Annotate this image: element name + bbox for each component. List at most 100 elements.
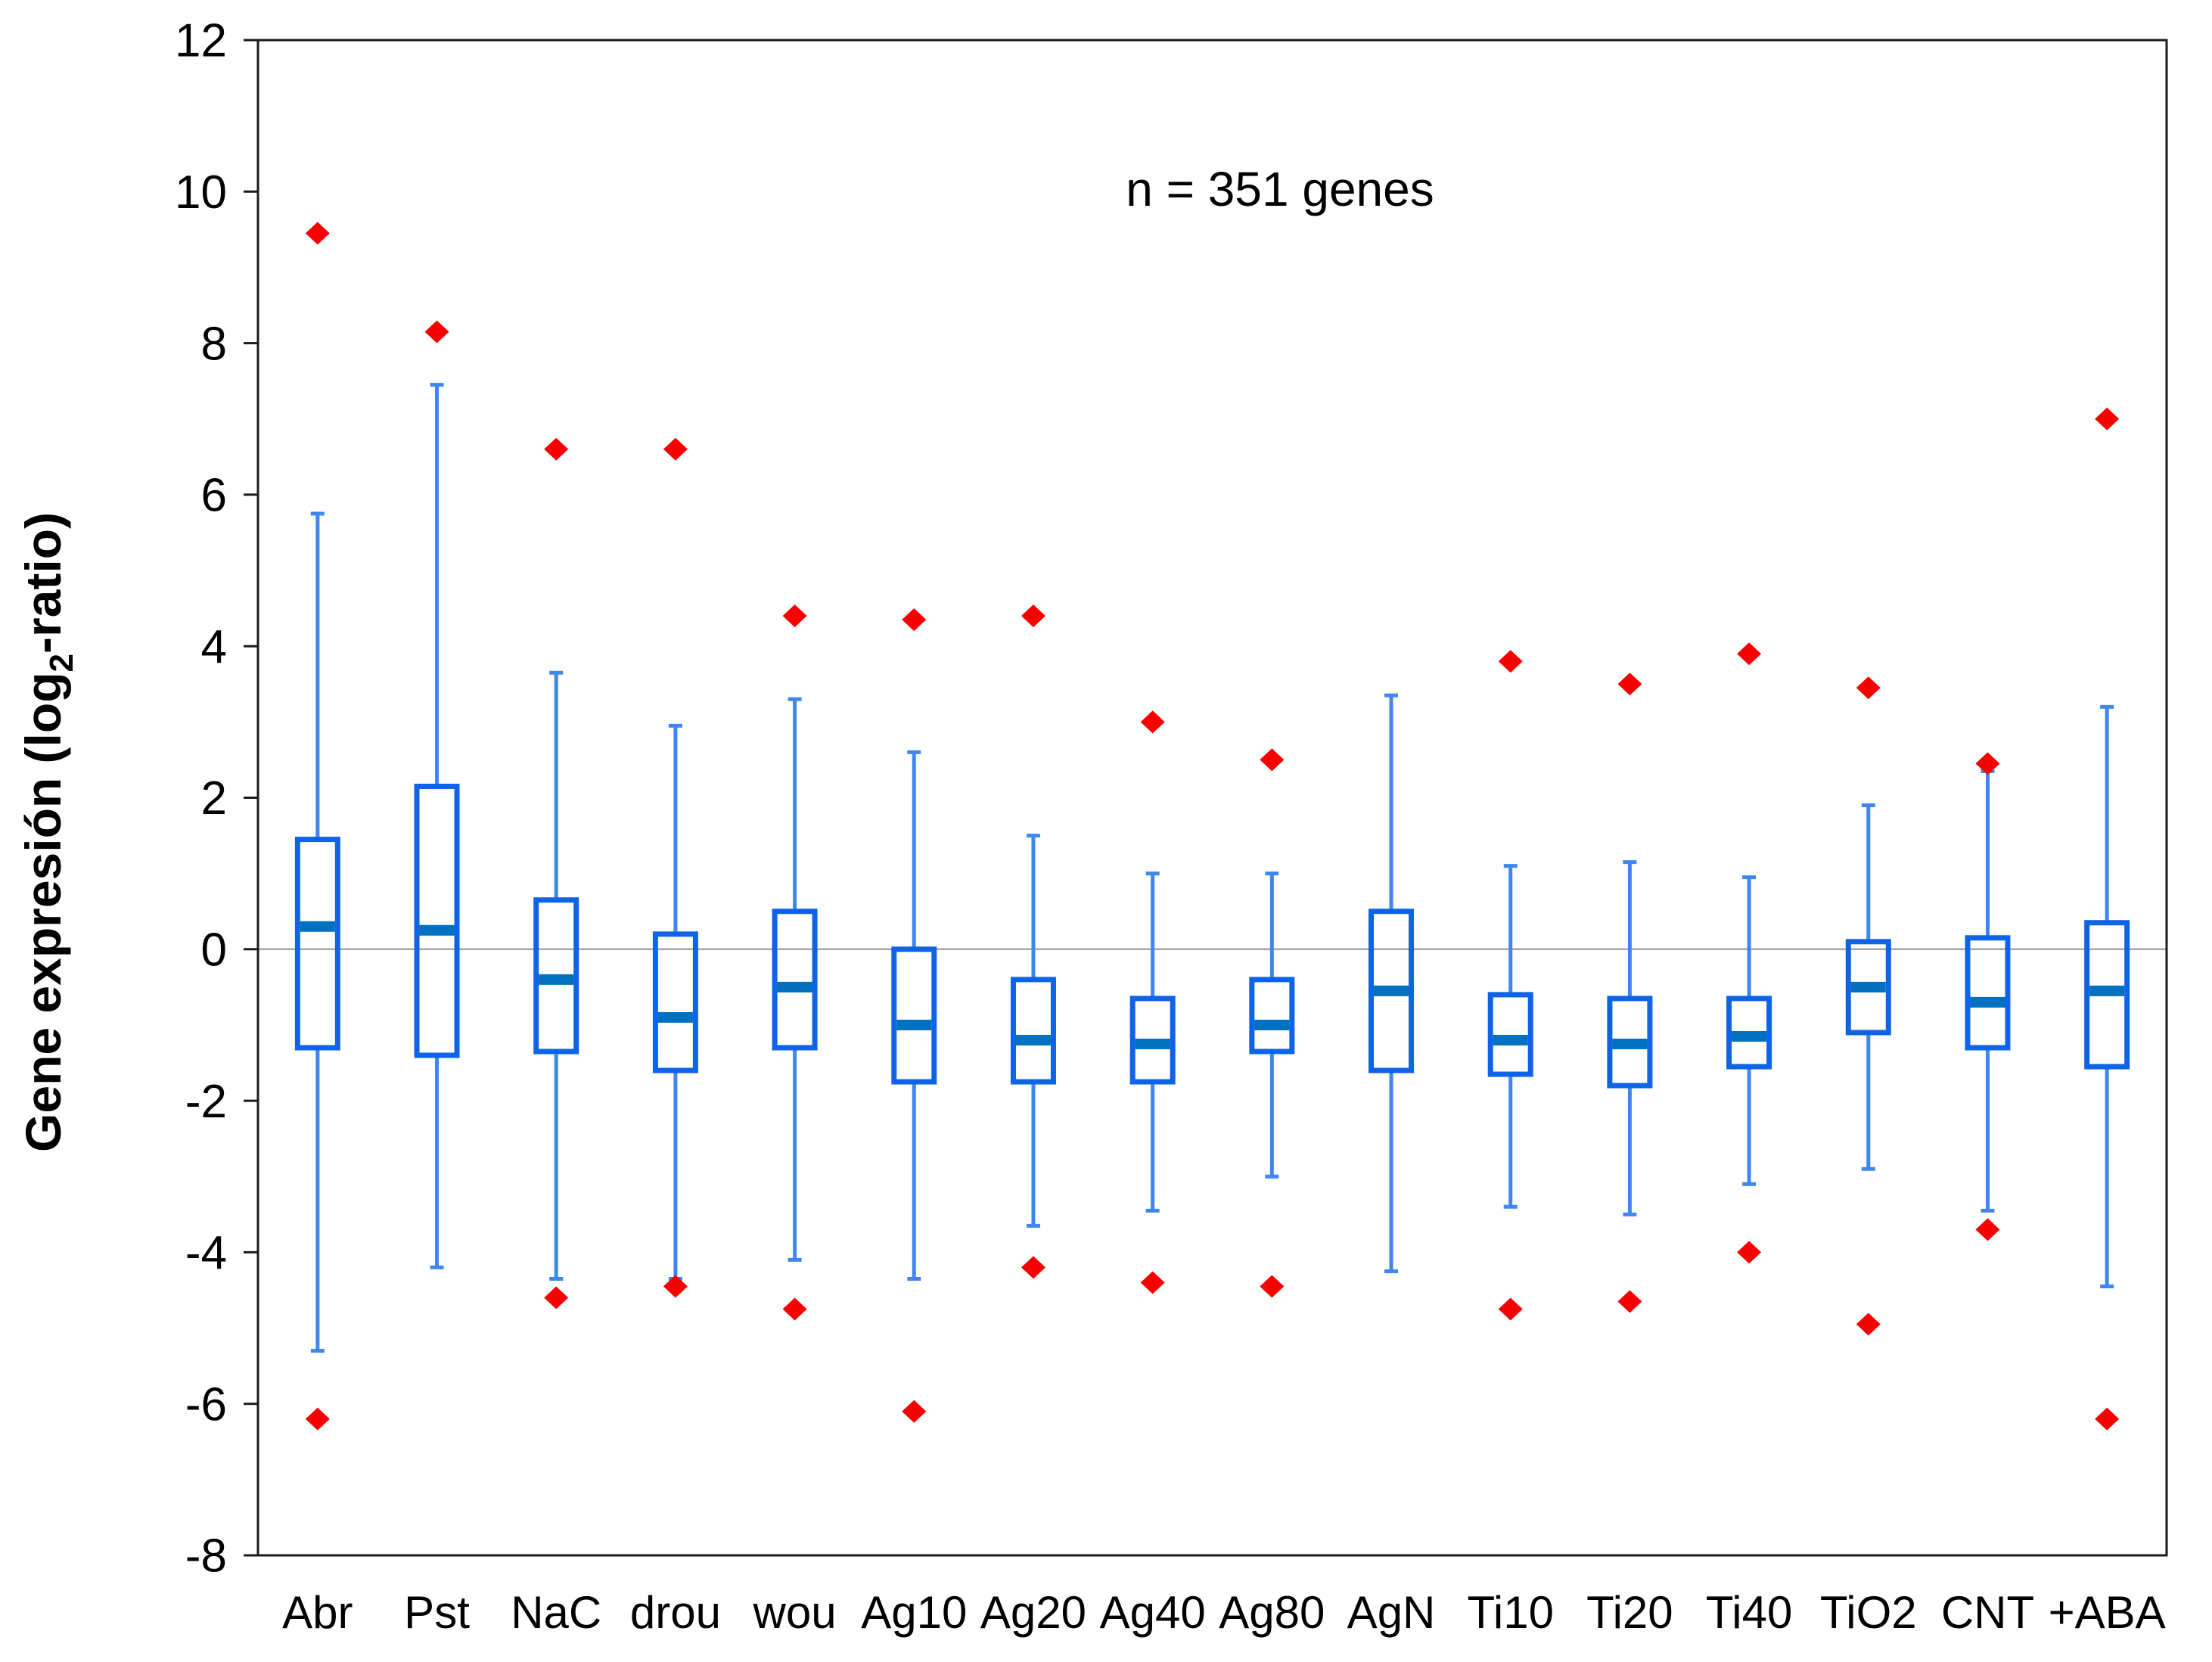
outlier-diamond: [663, 437, 688, 461]
y-axis-title: Gene expresión (log2-ratio): [15, 512, 80, 1152]
iqr-box: [1010, 977, 1056, 1085]
box-group-Ag20: [1010, 604, 1056, 1279]
x-axis-label: Ag20: [980, 1587, 1086, 1638]
outlier-diamond: [1617, 1290, 1642, 1313]
outlier-diamond: [1260, 748, 1285, 772]
median-line: [1612, 1038, 1648, 1049]
outlier-diamond: [544, 437, 569, 461]
median-line: [1732, 1030, 1767, 1042]
median-line: [419, 924, 455, 936]
outlier-diamond: [2095, 407, 2120, 430]
outlier-diamond: [782, 604, 807, 628]
median-line: [657, 1011, 693, 1023]
box-group-Ag80: [1249, 748, 1295, 1298]
x-axis-label: Ag40: [1100, 1587, 1206, 1638]
iqr-box: [1965, 935, 2011, 1051]
median-line: [2089, 985, 2125, 996]
x-axis-label: Ti20: [1586, 1587, 1673, 1638]
outlier-diamond: [663, 1275, 688, 1298]
iqr-box: [1129, 996, 1176, 1085]
chart-axis-layer: 12 10 8 6 4 2 0 -2 -4 -6 -8 Abr Pst NaC drou wou Ag10 Ag2…: [175, 15, 2166, 1638]
outlier-diamond: [1140, 710, 1165, 734]
y-axis-tick-label: 6: [201, 470, 227, 522]
median-line: [1135, 1038, 1170, 1049]
outlier-diamond: [1975, 752, 2000, 775]
y-axis-tick-label: 4: [201, 621, 227, 673]
outlier-diamond: [782, 1297, 807, 1321]
median-line: [300, 921, 335, 932]
iqr-box: [294, 837, 340, 1051]
median-line: [777, 981, 812, 993]
box-group-Ti10: [1487, 650, 1533, 1321]
outlier-diamond: [1498, 650, 1523, 673]
x-axis-label: drou: [630, 1587, 721, 1638]
sample-size-annotation: n = 351 genes: [1126, 162, 1434, 216]
median-line: [539, 974, 574, 985]
x-axis-label: wou: [753, 1587, 837, 1638]
median-line: [1015, 1034, 1051, 1045]
outlier-diamond: [544, 1286, 569, 1309]
box-group-NaC: [533, 437, 579, 1309]
iqr-box: [1369, 909, 1415, 1073]
outlier-diamond: [2095, 1407, 2120, 1431]
x-axis-label: CNT: [1941, 1587, 2034, 1638]
iqr-box: [652, 931, 698, 1073]
box-group-wou: [772, 604, 818, 1321]
box-group-AgN: [1369, 693, 1415, 1273]
y-axis-tick-label: 0: [201, 924, 227, 977]
x-axis-label: Ti40: [1706, 1587, 1793, 1638]
box-group-Ag40: [1129, 710, 1176, 1294]
outlier-diamond: [424, 320, 449, 343]
outlier-diamond: [1260, 1275, 1285, 1298]
box-group-Pst: [414, 320, 460, 1269]
iqr-box: [772, 909, 818, 1051]
outlier-diamond: [1856, 1313, 1881, 1336]
plot-frame: [256, 39, 2168, 1557]
box-group-TiO2: [1845, 676, 1891, 1336]
box-group-Abr: [294, 222, 340, 1431]
outlier-diamond: [1140, 1271, 1165, 1294]
outlier-diamond: [305, 1407, 330, 1431]
iqr-box: [1607, 996, 1653, 1089]
iqr-box: [1726, 996, 1772, 1070]
iqr-box: [1845, 939, 1891, 1036]
outlier-diamond: [1975, 1218, 2000, 1241]
y-axis-title-post: -ratio): [15, 512, 71, 654]
box-group-drou: [652, 437, 698, 1298]
iqr-box: [414, 783, 460, 1058]
y-axis-tick-label: -4: [185, 1227, 227, 1279]
box-group-Ti40: [1726, 642, 1772, 1264]
x-axis-label: AgN: [1347, 1587, 1436, 1638]
outlier-diamond: [1737, 1241, 1762, 1264]
median-line: [1254, 1019, 1290, 1030]
y-axis-tick-label: -8: [185, 1530, 227, 1583]
y-axis-tick-label: 2: [201, 772, 227, 825]
outlier-diamond: [1856, 676, 1881, 700]
iqr-box: [2084, 920, 2130, 1070]
iqr-box: [1249, 977, 1295, 1055]
iqr-box: [891, 946, 937, 1085]
box-group-+ABA: [2084, 407, 2130, 1431]
x-axis-label: Abr: [282, 1587, 353, 1638]
outlier-diamond: [1498, 1297, 1523, 1321]
y-axis-title-pre: Gene expresión (log: [15, 672, 71, 1151]
outlier-diamond: [1021, 604, 1045, 628]
outlier-diamond: [1737, 642, 1762, 666]
median-line: [1493, 1034, 1528, 1045]
outlier-diamond: [902, 1399, 927, 1423]
box-group-CNT: [1965, 752, 2011, 1241]
median-line: [1374, 985, 1409, 996]
chart-box-layer: [294, 222, 2130, 1431]
iqr-box: [533, 897, 579, 1055]
median-line: [1970, 996, 2005, 1008]
x-axis-label: NaC: [511, 1587, 601, 1638]
x-axis-label: Ti10: [1467, 1587, 1554, 1638]
x-axis-label: +ABA: [2049, 1587, 2166, 1638]
y-axis-tick-label: -2: [185, 1076, 227, 1128]
y-axis-tick-label: -6: [185, 1378, 227, 1431]
box-group-Ag10: [891, 608, 937, 1423]
x-axis-label: Ag80: [1219, 1587, 1325, 1638]
iqr-box: [1487, 992, 1533, 1077]
